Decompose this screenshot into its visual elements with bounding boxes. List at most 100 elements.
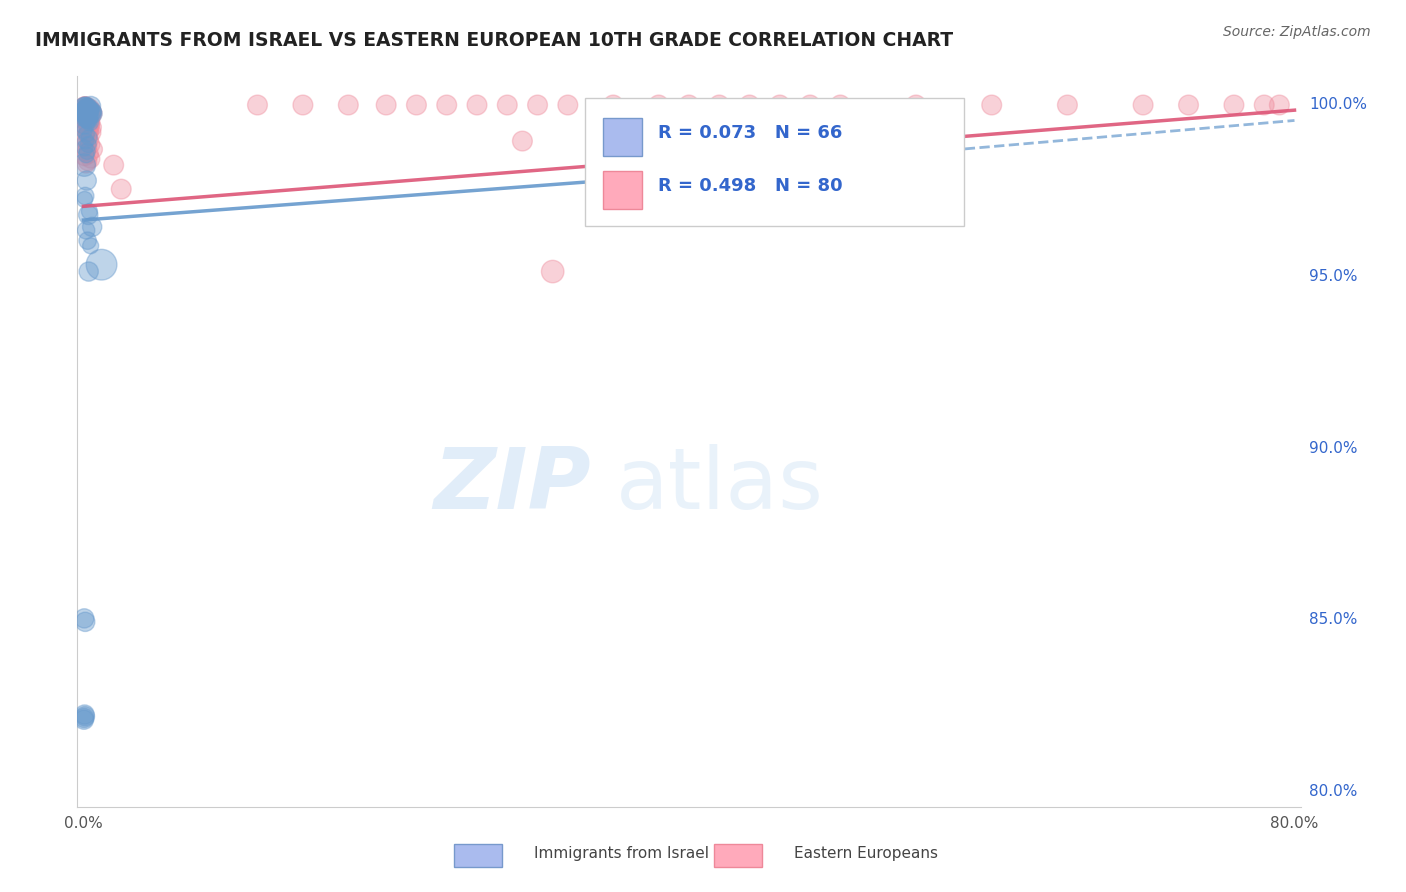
Point: [291, 98, 314, 112]
Point: [76, 107, 98, 121]
Point: [73, 106, 96, 120]
Point: [77, 112, 100, 126]
Point: [103, 158, 125, 172]
Point: [82, 219, 104, 234]
Point: [76, 106, 98, 120]
Point: [77, 111, 100, 125]
Point: [79, 152, 101, 166]
Point: [75, 189, 97, 203]
Point: [73, 611, 96, 625]
Point: [76, 154, 98, 169]
Text: Source: ZipAtlas.com: Source: ZipAtlas.com: [1223, 25, 1371, 39]
Point: [82, 142, 104, 156]
Point: [79, 104, 101, 119]
Text: IMMIGRANTS FROM ISRAEL VS EASTERN EUROPEAN 10TH GRADE CORRELATION CHART: IMMIGRANTS FROM ISRAEL VS EASTERN EUROPE…: [35, 31, 953, 50]
Point: [73, 141, 96, 155]
Point: [77, 125, 100, 139]
Point: [73, 124, 96, 138]
Point: [73, 707, 96, 722]
Point: [76, 100, 98, 114]
Point: [76, 112, 98, 126]
Point: [75, 100, 97, 114]
Point: [73, 112, 96, 127]
Point: [75, 615, 97, 629]
Point: [75, 120, 97, 135]
Point: [75, 103, 97, 117]
FancyBboxPatch shape: [585, 98, 965, 226]
Point: [79, 115, 101, 129]
Point: [75, 157, 97, 171]
Point: [73, 158, 96, 172]
Point: [75, 148, 97, 162]
Point: [75, 110, 97, 124]
Point: [77, 103, 100, 117]
Text: Immigrants from Israel: Immigrants from Israel: [534, 847, 709, 861]
Point: [79, 115, 101, 129]
FancyBboxPatch shape: [603, 171, 643, 209]
Point: [82, 106, 104, 120]
Point: [375, 98, 398, 112]
Point: [82, 106, 104, 120]
Point: [73, 104, 96, 119]
Point: [79, 102, 101, 116]
Point: [73, 100, 96, 114]
Point: [77, 100, 100, 114]
Point: [769, 98, 792, 112]
Text: ZIP: ZIP: [433, 444, 591, 527]
Point: [465, 98, 488, 112]
Point: [79, 118, 101, 132]
Point: [75, 122, 97, 136]
Point: [738, 98, 761, 112]
Text: atlas: atlas: [616, 444, 824, 527]
Point: [73, 99, 96, 113]
Point: [73, 149, 96, 163]
Point: [77, 103, 100, 117]
Point: [905, 98, 928, 112]
Point: [76, 116, 98, 130]
Point: [75, 99, 97, 113]
Point: [73, 118, 96, 132]
Point: [799, 98, 821, 112]
Point: [647, 98, 669, 112]
Point: [79, 103, 101, 118]
Point: [980, 98, 1002, 112]
Point: [90, 258, 112, 272]
Point: [77, 114, 100, 128]
Point: [77, 147, 100, 161]
Point: [405, 98, 427, 112]
Point: [110, 182, 132, 196]
Point: [76, 103, 98, 118]
Point: [75, 103, 97, 117]
Point: [80, 99, 103, 113]
Point: [1056, 98, 1078, 112]
Point: [76, 140, 98, 154]
Point: [541, 264, 564, 278]
Point: [1223, 98, 1246, 112]
Point: [76, 173, 98, 187]
Point: [76, 108, 98, 122]
Point: [75, 145, 97, 159]
Point: [77, 103, 100, 117]
Point: [678, 98, 700, 112]
Point: [246, 98, 269, 112]
Point: [76, 145, 98, 159]
Point: [77, 264, 100, 278]
Point: [77, 123, 100, 137]
Point: [75, 109, 97, 123]
Point: [73, 110, 96, 124]
Point: [77, 208, 100, 222]
Point: [77, 137, 100, 152]
Point: [80, 106, 103, 120]
Point: [73, 104, 96, 119]
Point: [77, 103, 100, 117]
Point: [77, 102, 100, 116]
FancyBboxPatch shape: [603, 118, 643, 156]
Point: [76, 103, 98, 118]
Point: [76, 112, 98, 127]
Point: [1177, 98, 1199, 112]
Point: [709, 98, 731, 112]
Point: [75, 107, 97, 121]
Point: [79, 115, 101, 129]
Point: [80, 126, 103, 140]
Point: [73, 130, 96, 145]
